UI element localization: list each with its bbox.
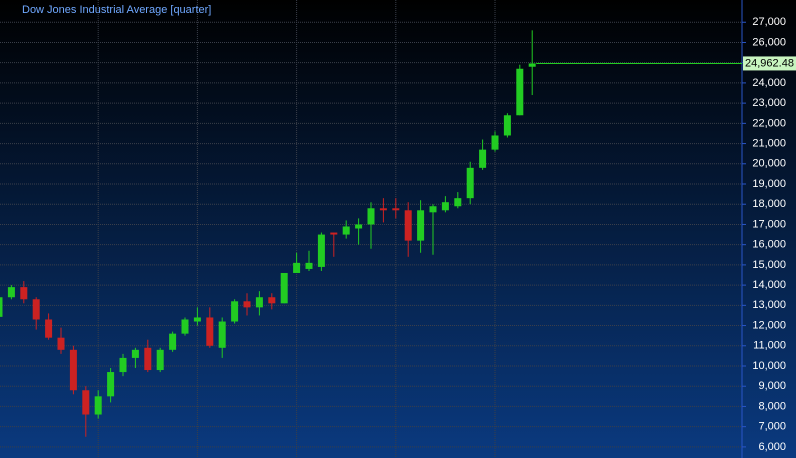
candle-body [255, 297, 263, 308]
y-tick-label: 7,000 [758, 421, 786, 433]
candle-body [528, 63, 536, 67]
candle-body [231, 301, 239, 322]
candle-body [479, 149, 487, 168]
candle-body [169, 333, 177, 350]
y-axis: 6,000 7,000 8,000 9,000 10,000 11,000 12,000 13… [536, 16, 796, 453]
y-tick-label: 6,000 [758, 441, 786, 453]
candle-body [392, 208, 400, 211]
candle-body [131, 349, 139, 358]
candle-body [20, 287, 28, 300]
candle-body [57, 337, 65, 350]
candle-body [82, 390, 90, 415]
last-price-box [743, 56, 796, 71]
candle-body [218, 321, 226, 348]
candle-body [330, 232, 338, 235]
last-price-label: 24,962.48 [745, 57, 794, 69]
y-tick-label: 9,000 [758, 380, 786, 392]
candle-body [342, 226, 350, 235]
y-tick-label: 23,000 [752, 97, 786, 109]
candle-body [516, 68, 524, 116]
y-tick-label: 15,000 [752, 259, 786, 271]
candle-body [466, 167, 474, 199]
grid [0, 0, 742, 458]
candle-body [355, 224, 363, 229]
candles [0, 30, 536, 437]
y-tick-label: 26,000 [752, 36, 786, 48]
y-tick-label: 20,000 [752, 158, 786, 170]
candle-body [491, 135, 499, 150]
candle-body [305, 262, 313, 269]
candle-body [0, 297, 3, 317]
candle-body [293, 262, 301, 273]
candle-body [243, 301, 251, 308]
candle-body [280, 272, 288, 304]
candle-body [503, 115, 511, 136]
candle-body [367, 208, 375, 225]
y-tick-label: 21,000 [752, 137, 786, 149]
y-tick-label: 12,000 [752, 319, 786, 331]
y-tick-label: 17,000 [752, 218, 786, 230]
y-tick-label: 8,000 [758, 400, 786, 412]
candle-body [417, 210, 425, 241]
y-tick-label: 27,000 [752, 16, 786, 28]
chart-title: Dow Jones Industrial Average [quarter] [22, 4, 211, 16]
candle-body [107, 372, 115, 397]
candle-body [404, 210, 412, 241]
candle-body [32, 299, 40, 320]
candle-body [317, 234, 325, 267]
y-tick-label: 24,000 [752, 77, 786, 89]
candle-body [206, 317, 214, 346]
candle-body [193, 317, 201, 322]
candle-body [268, 297, 276, 304]
candle-body [94, 396, 102, 415]
candle-body [429, 206, 437, 213]
y-tick-label: 13,000 [752, 299, 786, 311]
candle-body [7, 287, 15, 298]
y-tick-label: 22,000 [752, 117, 786, 129]
candle-body [441, 202, 449, 211]
candle-body [69, 349, 77, 391]
y-tick-label: 10,000 [752, 360, 786, 372]
candle-body [156, 349, 164, 371]
y-tick-label: 14,000 [752, 279, 786, 291]
candle-body [119, 357, 127, 373]
y-tick-label: 11,000 [753, 340, 786, 352]
y-tick-label: 18,000 [752, 198, 786, 210]
candle-body [379, 208, 387, 211]
y-tick-label: 19,000 [752, 178, 786, 190]
candle-body [181, 319, 189, 334]
candle-body [454, 198, 462, 207]
candle-body [45, 319, 53, 338]
candle-body [144, 347, 152, 371]
y-tick-label: 16,000 [752, 239, 786, 251]
